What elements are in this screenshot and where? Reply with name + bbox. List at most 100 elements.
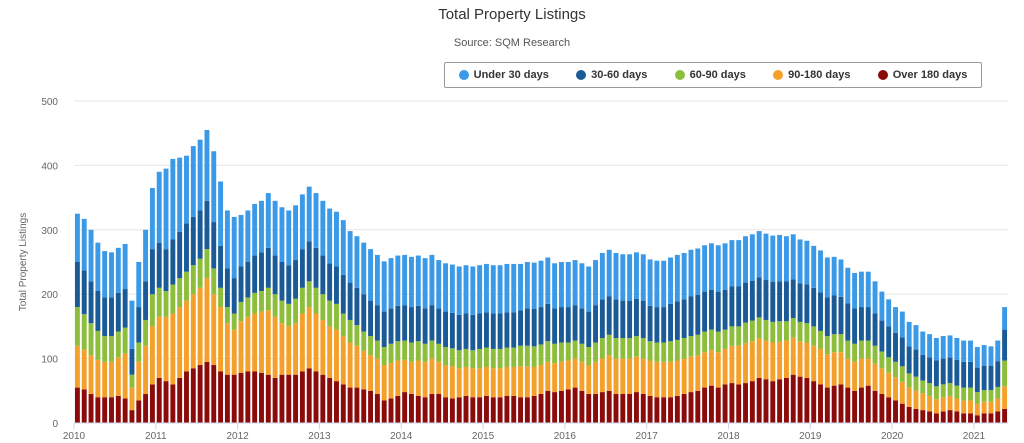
bar-segment — [783, 377, 789, 423]
bar-segment — [129, 387, 135, 411]
bar-segment — [490, 368, 496, 398]
bar-segment — [633, 356, 639, 393]
bar-segment — [299, 287, 305, 314]
bar-segment — [715, 245, 721, 292]
bar-segment — [927, 357, 933, 384]
bar-segment — [156, 171, 162, 243]
bar-segment — [409, 307, 414, 343]
bar-segment — [272, 316, 278, 378]
bar-segment — [756, 337, 762, 378]
bar-segment — [708, 385, 714, 423]
bar-segment — [395, 305, 401, 342]
bar-segment — [1002, 307, 1008, 330]
bar-segment — [354, 345, 360, 388]
bar-segment — [954, 385, 960, 399]
bar-segment — [470, 314, 476, 351]
bar-segment — [722, 348, 728, 385]
bar-segment — [893, 400, 898, 423]
bar-segment — [913, 349, 919, 377]
legend-item[interactable]: Over 180 days — [877, 69, 967, 81]
bar-segment — [463, 265, 469, 314]
bar-segment — [456, 368, 462, 398]
legend-item[interactable]: Under 30 days — [458, 69, 549, 81]
bar-segment — [572, 260, 578, 306]
bar-segment — [368, 249, 374, 301]
bar-segment — [763, 340, 769, 380]
bar-segment — [770, 321, 776, 343]
bar-segment — [920, 354, 926, 381]
bar-segment — [640, 358, 646, 395]
bar-segment — [661, 342, 667, 362]
chart-title: Total Property Listings — [438, 6, 586, 23]
bar-segment — [88, 281, 94, 324]
bar-segment — [122, 289, 128, 328]
bar-segment — [933, 399, 939, 414]
bar-segment — [449, 366, 455, 399]
bar-segment — [504, 263, 510, 313]
bar-segment — [518, 263, 523, 311]
bar-segment — [1002, 408, 1008, 423]
bar-segment — [347, 319, 353, 343]
bar-segment — [340, 313, 346, 337]
y-tick-label: 100 — [41, 355, 58, 366]
bar-segment — [899, 403, 905, 423]
x-tick-label: 2018 — [717, 431, 740, 442]
legend-item[interactable]: 60-90 days — [674, 69, 746, 81]
bar-segment — [886, 372, 892, 398]
bar-segment — [831, 352, 837, 386]
bar-segment — [647, 305, 653, 342]
bar-segment — [620, 300, 626, 338]
bar-segment — [586, 394, 592, 423]
bar-segment — [511, 312, 517, 348]
bar-segment — [518, 366, 523, 398]
bar-segment — [763, 379, 769, 423]
bar-segment — [470, 350, 476, 369]
bar-segment — [436, 394, 442, 423]
bar-segment — [715, 387, 721, 423]
bar-segment — [565, 342, 571, 361]
bar-segment — [129, 300, 135, 349]
bar-segment — [872, 345, 878, 364]
bar-segment — [272, 377, 278, 423]
bar-segment — [974, 367, 980, 393]
bar-segment — [156, 316, 162, 378]
bar-segment — [968, 413, 973, 423]
bar-segment — [927, 395, 933, 412]
bar-segment — [920, 331, 926, 355]
bar-segment — [170, 384, 176, 423]
legend-item[interactable]: 30-60 days — [576, 69, 647, 81]
bar-segment — [279, 262, 285, 301]
bar-segment — [477, 368, 483, 398]
bar-segment — [981, 401, 987, 414]
bar-segment — [777, 234, 783, 282]
bar-segment — [218, 371, 224, 423]
bar-segment — [954, 359, 960, 386]
bar-segment — [170, 239, 176, 285]
bar-segment — [184, 300, 189, 372]
bar-segment — [620, 394, 626, 423]
legend-item[interactable]: 90-180 days — [773, 69, 851, 81]
bar-segment — [811, 326, 817, 346]
bar-segment — [463, 366, 469, 396]
bar-segment — [477, 397, 483, 423]
bar-segment — [511, 366, 517, 396]
bar-segment — [518, 310, 523, 346]
bar-segment — [170, 158, 176, 240]
bar-segment — [259, 372, 264, 423]
bar-segment — [279, 207, 285, 262]
bar-segment — [974, 415, 980, 423]
bar-segment — [388, 398, 394, 423]
bar-segment — [163, 381, 169, 423]
bar-segment — [286, 303, 292, 327]
bar-segment — [804, 377, 810, 423]
bar-segment — [88, 323, 94, 356]
bar-segment — [286, 326, 292, 375]
bar-segment — [313, 193, 319, 248]
bar-segment — [933, 360, 939, 387]
bar-segment — [361, 242, 367, 295]
bar-segment — [852, 361, 858, 391]
bar-segment — [347, 282, 353, 320]
bar-segment — [74, 262, 80, 308]
bar-segment — [818, 330, 823, 349]
bar-segment — [620, 358, 626, 395]
